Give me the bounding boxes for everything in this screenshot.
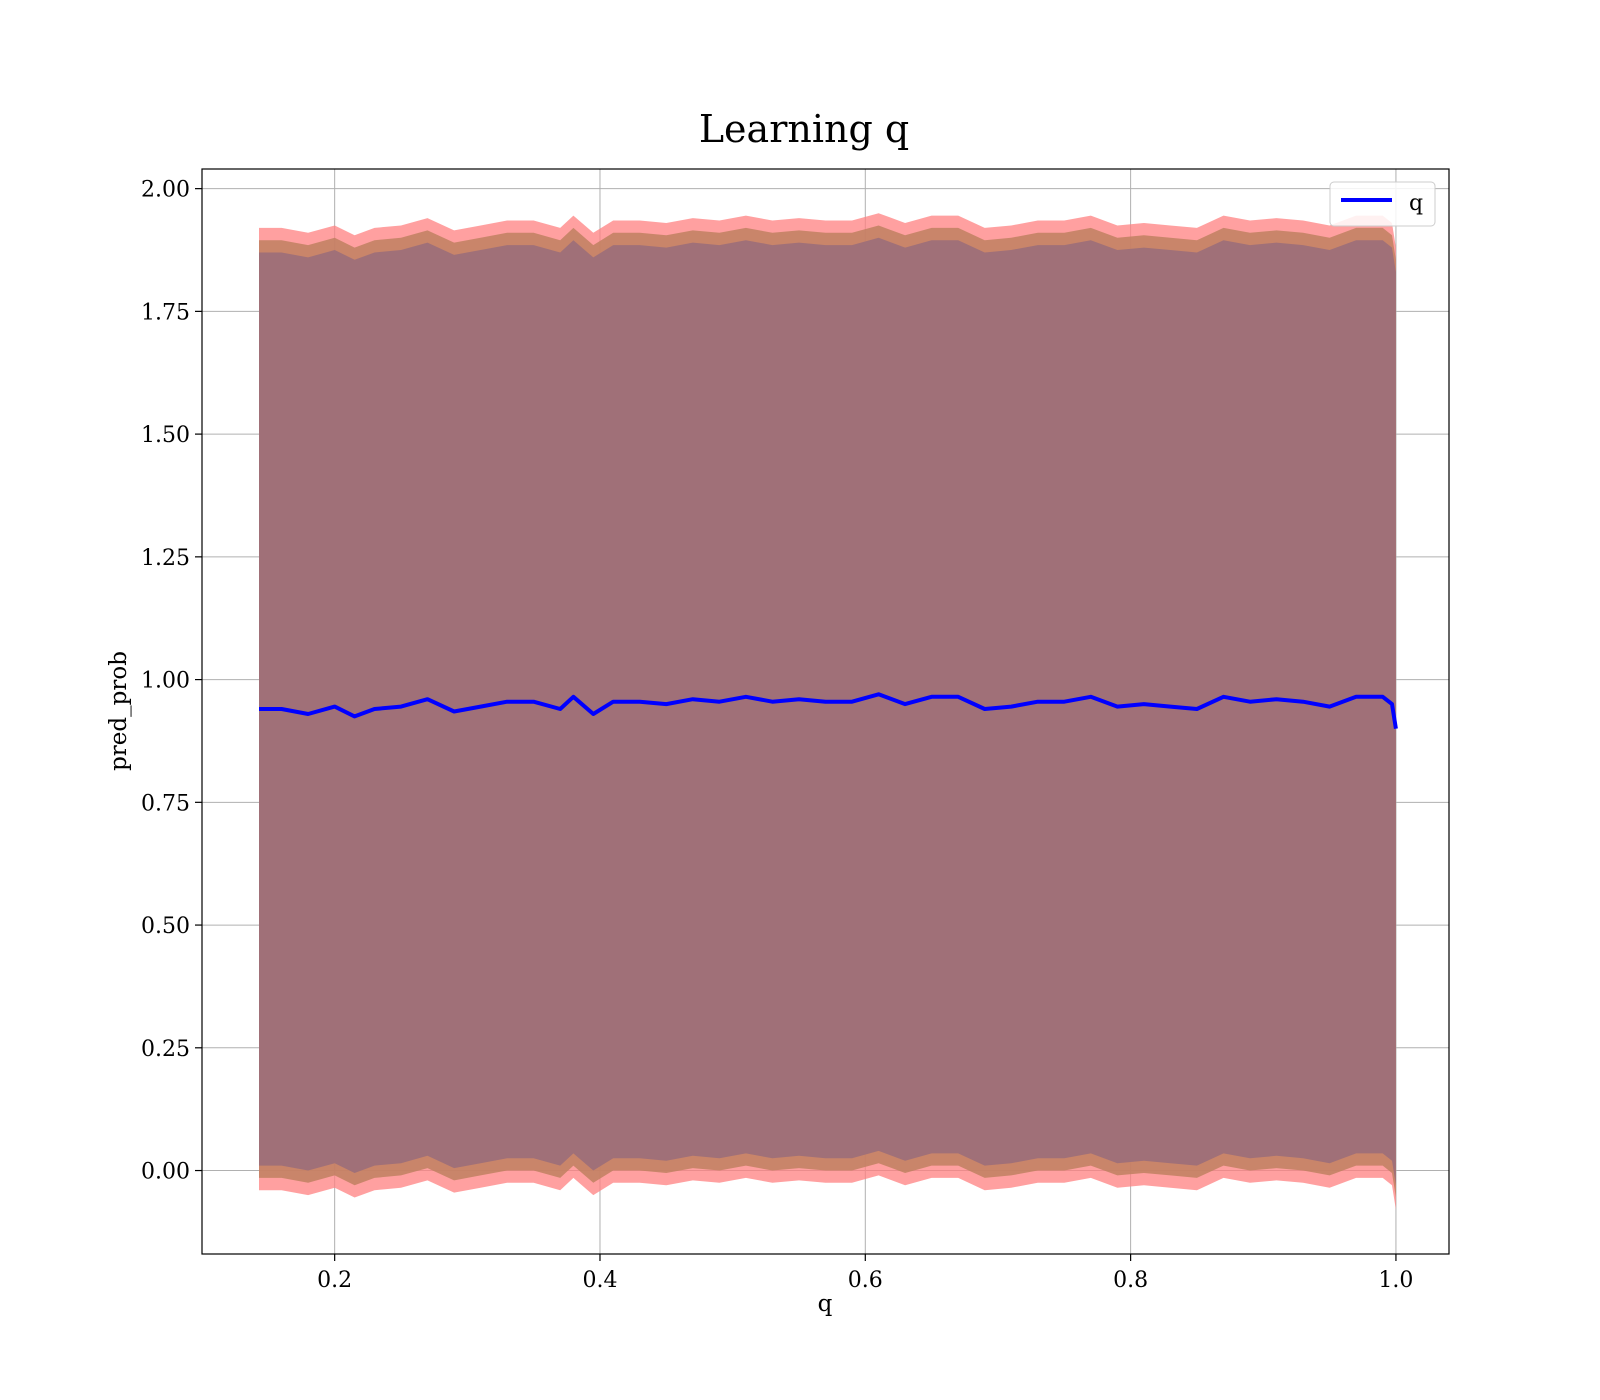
y-tick-label: 2.00 [141, 178, 190, 203]
y-axis-label: pred_prob [106, 651, 132, 771]
plot-area-frame [201, 168, 1450, 1255]
series-lines [259, 692, 1398, 730]
legend-box [1329, 181, 1436, 227]
y-tick-label: 0.50 [141, 914, 190, 939]
x-tick-label: 0.2 [317, 1268, 352, 1293]
y-tick-label: 1.00 [141, 669, 190, 694]
series-line-q [259, 692, 1398, 730]
y-axis-ticks: 0.00 0.25 0.50 0.75 1.00 1.25 1.50 1.75 2.00 [141, 178, 202, 1185]
legend-entry-q: q [1409, 191, 1423, 216]
x-axis-label: q [818, 1291, 833, 1317]
y-tick-label: 1.50 [141, 423, 190, 448]
y-tick-label: 1.75 [141, 300, 190, 325]
x-tick-label: 0.4 [582, 1268, 617, 1293]
x-tick-label: 0.8 [1113, 1268, 1148, 1293]
x-tick-label: 1.0 [1378, 1268, 1413, 1293]
y-tick-label: 0.25 [141, 1037, 190, 1062]
y-tick-label: 0.00 [141, 1160, 190, 1185]
x-axis-ticks: 0.2 0.4 0.6 0.8 1.0 [317, 1254, 1413, 1293]
chart-title: Learning q [699, 107, 909, 151]
y-tick-label: 1.25 [141, 546, 190, 571]
y-tick-label: 0.75 [141, 791, 190, 816]
legend: q [1329, 181, 1436, 227]
band-inner [259, 237, 1396, 1186]
x-tick-label: 0.6 [848, 1268, 883, 1293]
confidence-bands [259, 213, 1396, 1210]
